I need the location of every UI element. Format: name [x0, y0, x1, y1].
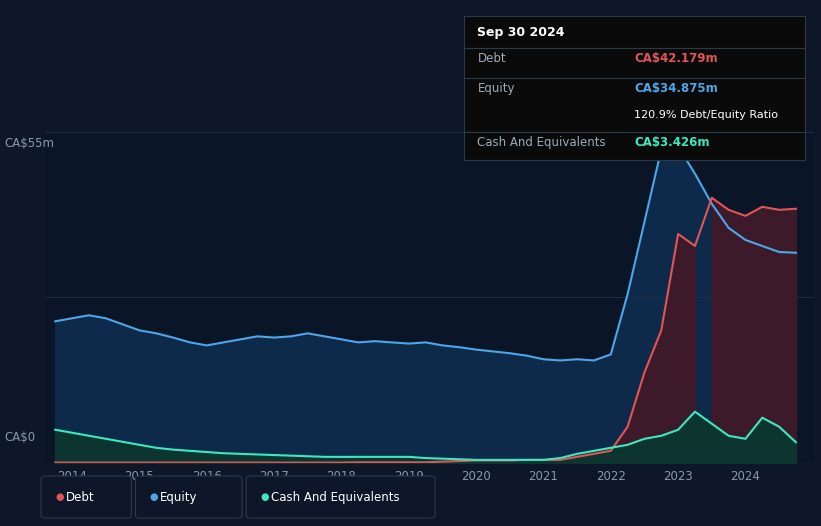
Text: 120.9% Debt/Equity Ratio: 120.9% Debt/Equity Ratio	[635, 110, 778, 120]
Text: CA$0: CA$0	[4, 431, 35, 444]
Text: CA$34.875m: CA$34.875m	[635, 83, 718, 95]
Text: Debt: Debt	[66, 491, 94, 503]
Text: ●: ●	[55, 492, 63, 502]
Text: Debt: Debt	[478, 52, 506, 65]
Text: Cash And Equivalents: Cash And Equivalents	[271, 491, 400, 503]
Text: CA$55m: CA$55m	[4, 137, 54, 150]
Text: Cash And Equivalents: Cash And Equivalents	[478, 136, 606, 149]
Text: ●: ●	[149, 492, 158, 502]
Text: CA$3.426m: CA$3.426m	[635, 136, 709, 149]
Text: Sep 30 2024: Sep 30 2024	[478, 26, 565, 39]
Text: ●: ●	[260, 492, 268, 502]
Text: Equity: Equity	[478, 83, 515, 95]
Text: Equity: Equity	[160, 491, 198, 503]
Text: CA$42.179m: CA$42.179m	[635, 52, 718, 65]
